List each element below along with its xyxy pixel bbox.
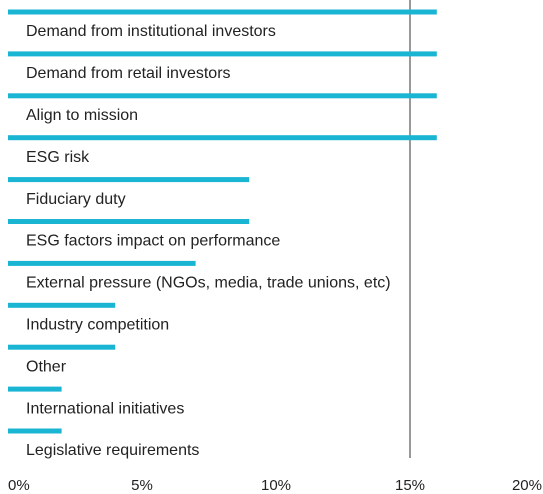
category-label: Align to mission (26, 107, 138, 124)
bar (8, 344, 116, 350)
category-label: Demand from institutional investors (26, 23, 276, 40)
category-label: International initiatives (26, 400, 184, 417)
bar (8, 135, 437, 141)
bar (8, 51, 437, 57)
bar (8, 9, 437, 15)
x-tick-label: 5% (131, 477, 153, 494)
category-label: Fiduciary duty (26, 191, 126, 208)
bar (8, 428, 62, 434)
x-tick-label: 10% (261, 477, 291, 494)
bar (8, 177, 250, 183)
category-label: Demand from retail investors (26, 65, 231, 82)
x-tick-label: 20% (512, 477, 542, 494)
bar (8, 302, 116, 308)
category-label: Legislative requirements (26, 442, 199, 459)
category-label: ESG factors impact on performance (26, 233, 280, 250)
category-label: External pressure (NGOs, media, trade un… (26, 275, 391, 292)
bar (8, 219, 250, 224)
bar (8, 93, 437, 99)
bar (8, 386, 62, 392)
bar (8, 260, 196, 266)
category-label: Other (26, 358, 67, 375)
x-tick-label: 15% (395, 477, 425, 494)
category-label: Industry competition (26, 317, 169, 334)
x-tick-label: 0% (8, 477, 30, 494)
category-label: ESG risk (26, 149, 90, 166)
